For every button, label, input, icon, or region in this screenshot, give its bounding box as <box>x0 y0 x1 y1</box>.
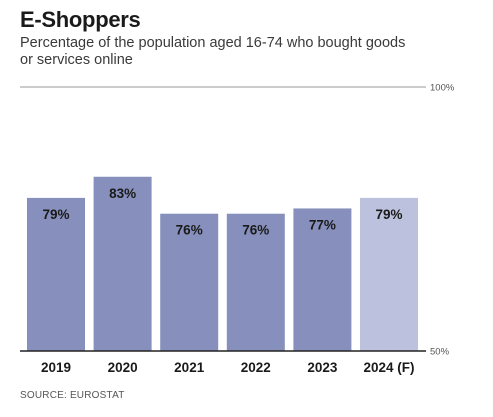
chart-source: SOURCE: EUROSTAT <box>20 390 125 401</box>
bar-2024-f <box>360 197 418 351</box>
x-tick-label: 2022 <box>241 360 271 375</box>
data-label: 76% <box>176 223 203 238</box>
x-tick-label: 2020 <box>108 360 138 375</box>
data-label: 76% <box>242 223 269 238</box>
y-tick-label: 50% <box>430 347 450 358</box>
data-label: 79% <box>42 207 69 222</box>
bar-2020 <box>93 176 152 351</box>
x-tick-label: 2021 <box>174 360 205 375</box>
bar-2023 <box>293 208 352 351</box>
bar-2022 <box>226 213 285 351</box>
data-label: 83% <box>109 186 136 201</box>
x-tick-label: 2019 <box>41 360 71 375</box>
x-tick-label: 2023 <box>307 360 338 375</box>
chart-title: E-Shoppers <box>20 7 141 32</box>
data-label: 77% <box>309 217 336 232</box>
bar-chart: 79% 2019 83% 2020 76% 2021 76% 2022 77% 2023 79% 20… <box>20 83 455 375</box>
data-label: 79% <box>375 207 402 222</box>
x-tick-label: 2024 (F) <box>363 360 414 375</box>
bar-2019 <box>27 197 85 351</box>
bar-2021 <box>160 213 219 351</box>
y-tick-label: 100% <box>430 83 455 94</box>
chart-subtitle: Percentage of the population aged 16-74 … <box>20 35 406 68</box>
